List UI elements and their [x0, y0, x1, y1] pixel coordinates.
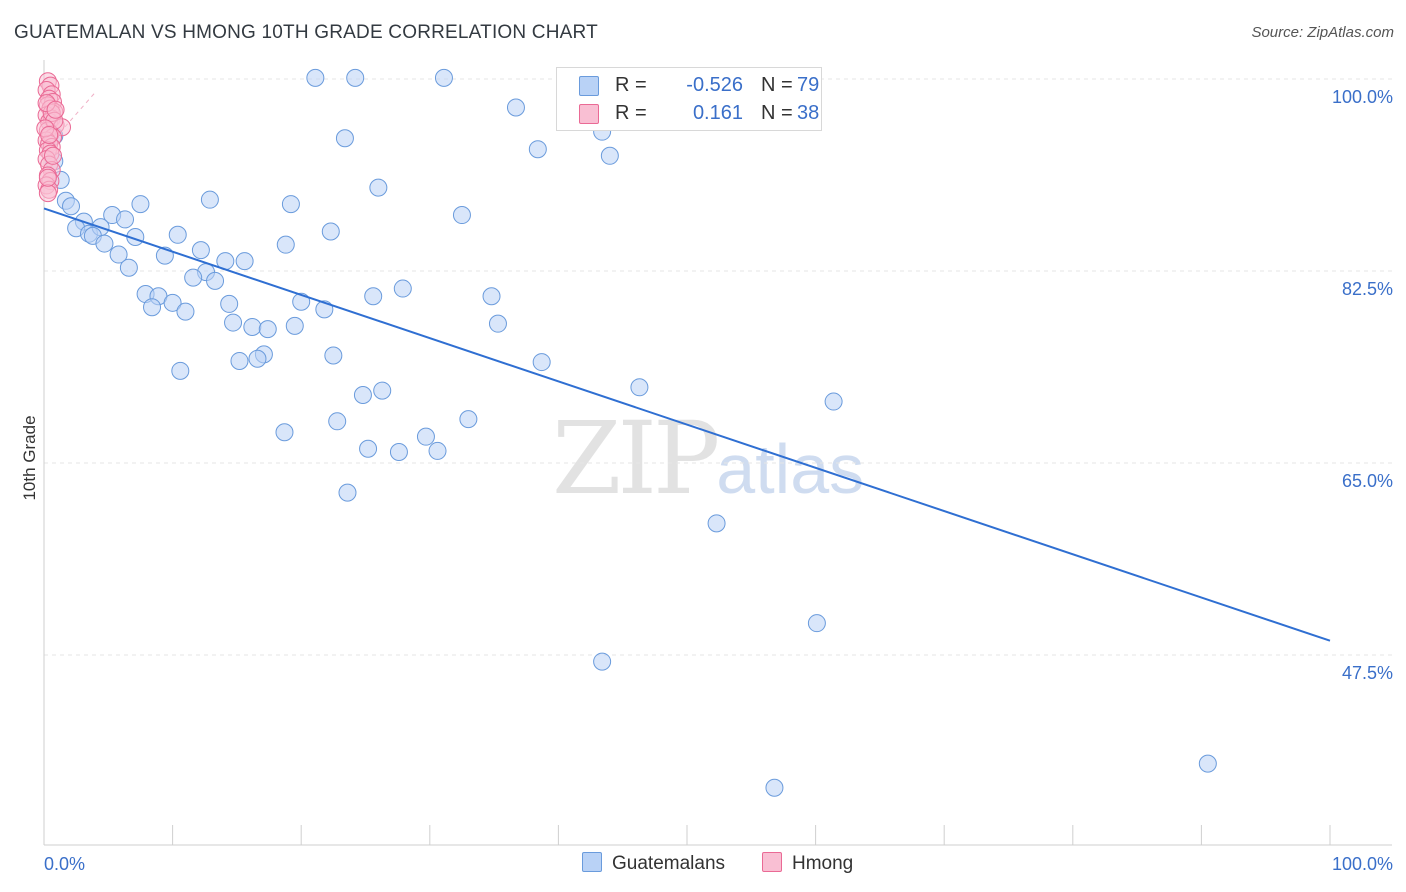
r-value: 0.161 — [692, 102, 743, 124]
x-tick-label: 0.0% — [44, 854, 85, 874]
guatemalan-point — [258, 320, 277, 339]
guatemalan-point — [224, 313, 243, 332]
stats-legend: R = -0.526 N = 79 R = 0.161 N = 38 — [556, 67, 822, 131]
guatemalan-point — [163, 293, 182, 312]
guatemalans-swatch — [579, 76, 599, 96]
guatemalan-point — [393, 279, 412, 298]
guatemalan-point — [506, 98, 525, 117]
guatemalan-point — [276, 235, 295, 254]
guatemalan-point — [230, 351, 249, 370]
hmong-point — [38, 168, 57, 187]
guatemalans-series — [45, 68, 1217, 797]
guatemalan-point — [389, 443, 408, 462]
guatemalan-point — [1198, 754, 1217, 773]
guatemalan-point — [335, 129, 354, 148]
guatemalan-point — [630, 378, 649, 397]
guatemalan-point — [171, 361, 190, 380]
guatemalan-point — [119, 258, 138, 277]
n-value: 79 — [797, 74, 820, 96]
guatemalan-point — [434, 68, 453, 87]
y-tick-label: 100.0% — [1332, 87, 1393, 107]
guatemalan-point — [168, 225, 187, 244]
guatemalan-point — [765, 778, 784, 797]
guatemalan-point — [482, 287, 501, 306]
guatemalan-point — [532, 353, 551, 372]
legend-item-hmong[interactable]: Hmong — [762, 852, 853, 875]
n-label: N = — [761, 102, 793, 124]
guatemalans-legend-label: Guatemalans — [612, 853, 726, 874]
guatemalan-point — [359, 439, 378, 458]
guatemalan-point — [292, 292, 311, 311]
hmong-swatch — [579, 104, 599, 124]
guatemalan-point — [200, 190, 219, 209]
hmong-point — [44, 146, 63, 165]
guatemalan-trend-line — [43, 207, 1331, 642]
guatemalan-point — [235, 252, 254, 271]
guatemalan-point — [600, 146, 619, 165]
guatemalan-point — [528, 140, 547, 159]
r-label: R = — [615, 102, 647, 124]
guatemalan-point — [593, 652, 612, 671]
hmong-point — [40, 125, 59, 144]
guatemalans-legend-swatch — [582, 852, 602, 872]
y-tick-label: 82.5% — [1342, 279, 1393, 299]
guatemalan-point — [184, 268, 203, 287]
guatemalan-point — [416, 427, 435, 446]
guatemalan-point — [176, 302, 195, 321]
r-label: R = — [615, 74, 647, 96]
guatemalan-point — [220, 294, 239, 313]
guatemalan-point — [324, 346, 343, 365]
source-label: Source: ZipAtlas.com — [1251, 24, 1394, 41]
guatemalan-point — [488, 314, 507, 333]
y-tick-label: 47.5% — [1342, 663, 1393, 683]
y-tick-label: 65.0% — [1342, 471, 1393, 491]
guatemalan-point — [346, 68, 365, 87]
guatemalan-point — [824, 392, 843, 411]
guatemalan-point — [281, 195, 300, 214]
guatemalan-point — [143, 298, 162, 317]
guatemalan-point — [95, 234, 114, 253]
guatemalan-point — [338, 483, 357, 502]
guatemalan-point — [369, 178, 388, 197]
guatemalan-point — [275, 423, 294, 442]
r-value: -0.526 — [686, 74, 743, 96]
guatemalan-point — [243, 317, 262, 336]
guatemalan-point — [131, 195, 150, 214]
guatemalan-point — [707, 514, 726, 533]
hmong-point — [38, 184, 57, 203]
hmong-legend-swatch — [762, 852, 782, 872]
y-axis-label: 10th Grade — [20, 415, 39, 500]
guatemalan-point — [807, 614, 826, 633]
hmong-legend-label: Hmong — [792, 853, 854, 874]
guatemalan-point — [364, 287, 383, 306]
hmong-point — [46, 100, 65, 119]
guatemalan-point — [373, 381, 392, 400]
guatemalan-point — [306, 68, 325, 87]
n-label: N = — [761, 74, 793, 96]
watermark-zip: ZIP — [552, 400, 720, 517]
guatemalan-point — [62, 197, 81, 216]
guatemalan-point — [248, 349, 267, 368]
guatemalan-point — [116, 210, 135, 229]
guatemalan-point — [321, 222, 340, 241]
guatemalan-point — [285, 316, 304, 335]
guatemalan-point — [428, 441, 447, 460]
x-tick-label: 100.0% — [1332, 854, 1393, 874]
chart-title: GUATEMALAN VS HMONG 10TH GRADE CORRELATI… — [14, 22, 598, 43]
hmong-series — [36, 72, 72, 203]
guatemalan-point — [452, 206, 471, 225]
guatemalan-point — [191, 241, 210, 260]
guatemalan-point — [206, 271, 225, 290]
n-value: 38 — [797, 102, 820, 124]
guatemalan-point — [459, 410, 478, 429]
guatemalan-point — [353, 385, 372, 404]
legend-item-guatemalans[interactable]: Guatemalans — [582, 852, 725, 875]
guatemalan-point — [328, 412, 347, 431]
guatemalan-point — [109, 245, 128, 264]
